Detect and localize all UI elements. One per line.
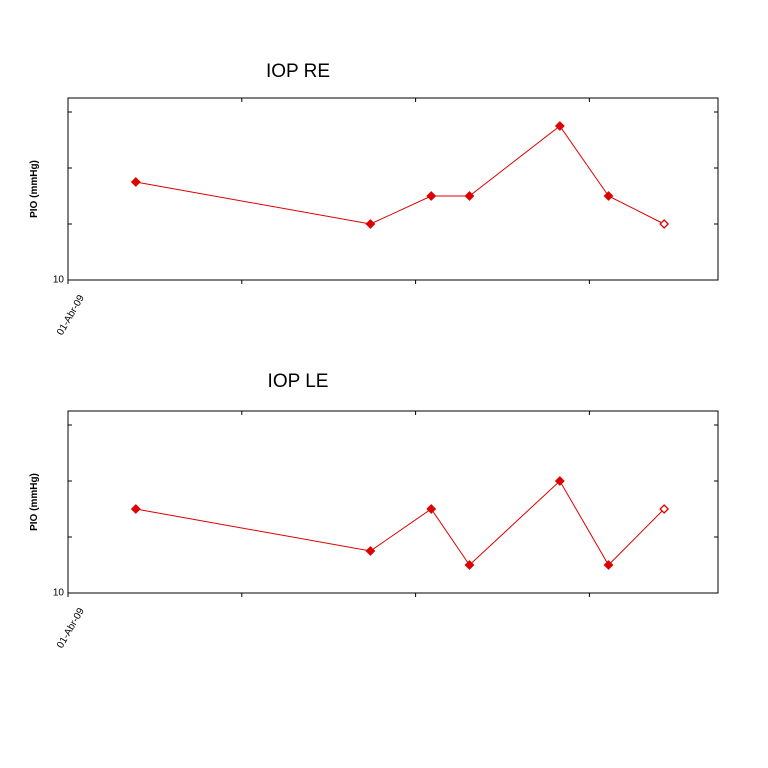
- data-point: [603, 560, 614, 570]
- data-point: [554, 121, 565, 131]
- plot-frame: [67, 410, 719, 594]
- x-tick-label: 01-Abr-09: [55, 606, 87, 650]
- data-point: [603, 191, 614, 201]
- plot-frame: [67, 97, 719, 281]
- data-point: [130, 177, 141, 187]
- data-point: [554, 476, 565, 486]
- data-point: [365, 219, 376, 229]
- data-point: [659, 504, 670, 514]
- y-tick-label: 10: [53, 275, 65, 286]
- chart-title: IOP LE: [268, 371, 329, 392]
- data-line: [135, 125, 665, 225]
- x-tick-label: 01-Abr-09: [55, 293, 87, 337]
- data-point: [659, 219, 670, 229]
- y-axis-label: PIO (mmHg): [29, 473, 40, 531]
- data-point: [426, 191, 437, 201]
- y-axis-label: PIO (mmHg): [29, 160, 40, 218]
- y-tick-label: 10: [53, 588, 65, 599]
- chart-title: IOP RE: [266, 61, 330, 82]
- data-point: [365, 546, 376, 556]
- data-point: [464, 560, 475, 570]
- data-line: [135, 480, 665, 566]
- data-point: [426, 504, 437, 514]
- data-point: [130, 504, 141, 514]
- data-point: [464, 191, 475, 201]
